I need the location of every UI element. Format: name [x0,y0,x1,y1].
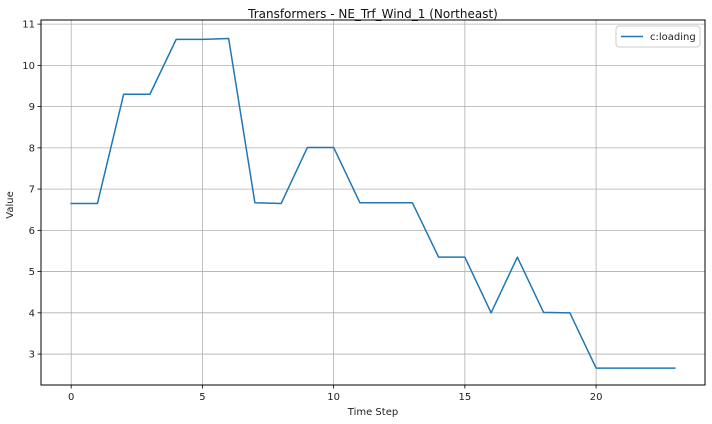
y-tick-label: 3 [29,350,35,361]
y-tick-label: 6 [29,226,35,237]
legend-series-label: c:loading [650,32,696,43]
series-line-0 [70,37,676,369]
x-tick-label: 20 [590,392,603,403]
chart-title: Transformers - NE_Trf_Wind_1 (Northeast) [247,7,498,21]
y-axis-label: Value [5,191,16,218]
y-tick-label: 4 [29,308,35,319]
legend: c:loading [615,25,701,48]
series-layer [70,37,676,369]
x-tick-label: 10 [327,392,340,403]
x-tick-label: 5 [199,392,205,403]
x-tick-label: 0 [68,392,74,403]
y-tick-label: 9 [29,102,35,113]
y-tick-label: 8 [29,143,35,154]
y-tick-label: 7 [29,185,35,196]
y-tick-label: 5 [29,267,35,278]
plot-frame [40,19,706,386]
y-tick-label: 10 [22,61,35,72]
y-tick-label: 11 [22,20,35,31]
x-tick-label: 15 [458,392,471,403]
x-axis-label: Time Step [347,407,398,418]
axis-ticks: 0 5 10 15 20 3 4 5 6 7 8 9 10 11 [22,20,602,403]
grid-lines [41,20,705,385]
legend-box [615,25,701,48]
